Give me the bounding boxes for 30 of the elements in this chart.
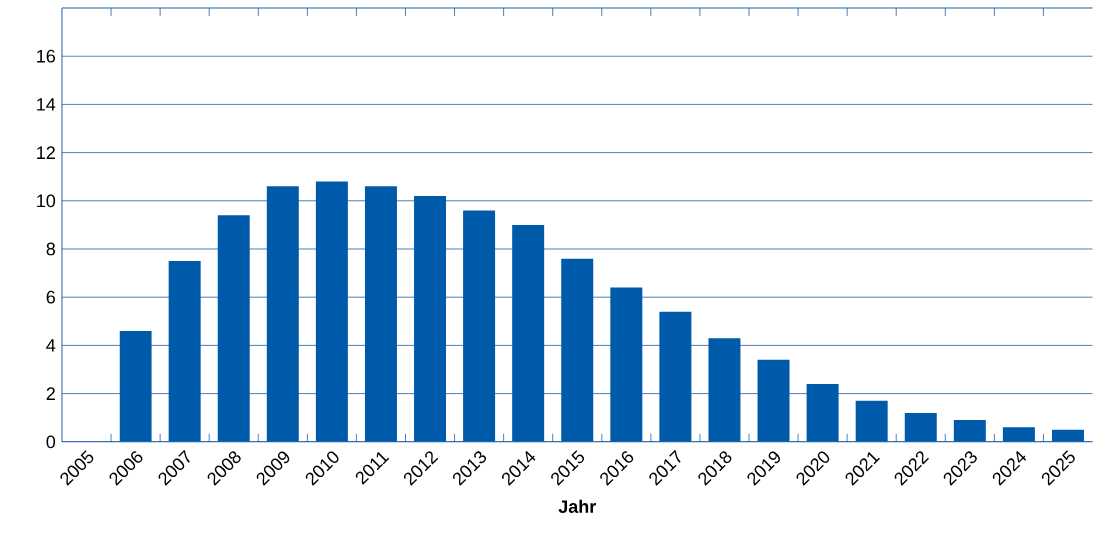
y-tick-label: 14 [37, 98, 56, 111]
y-tick-label: 8 [46, 242, 56, 256]
bar [315, 181, 348, 442]
bar [561, 258, 594, 442]
bar [708, 338, 741, 442]
bar [610, 287, 643, 442]
bar [806, 384, 839, 442]
bar [757, 359, 790, 442]
x-axis-title: Jahr [558, 499, 596, 514]
bar [414, 196, 447, 442]
bar [855, 400, 888, 442]
bar [217, 215, 250, 442]
y-tick-label: 4 [46, 339, 56, 352]
y-tick-label: 12 [37, 146, 55, 159]
bar [904, 413, 937, 442]
y-tick-label: 2 [46, 387, 55, 400]
bar [168, 261, 201, 442]
bar [119, 331, 152, 442]
bar [659, 311, 692, 442]
bar [953, 420, 986, 442]
y-tick-label: 16 [37, 49, 55, 63]
bar [463, 210, 496, 442]
bar [1002, 427, 1035, 442]
y-tick-label: 6 [46, 290, 55, 304]
y-tick-label: 10 [37, 194, 56, 208]
bar [512, 225, 545, 442]
bar [1051, 429, 1084, 442]
y-tick-label: 0 [46, 435, 56, 449]
bar [364, 186, 397, 442]
bar [266, 186, 299, 442]
